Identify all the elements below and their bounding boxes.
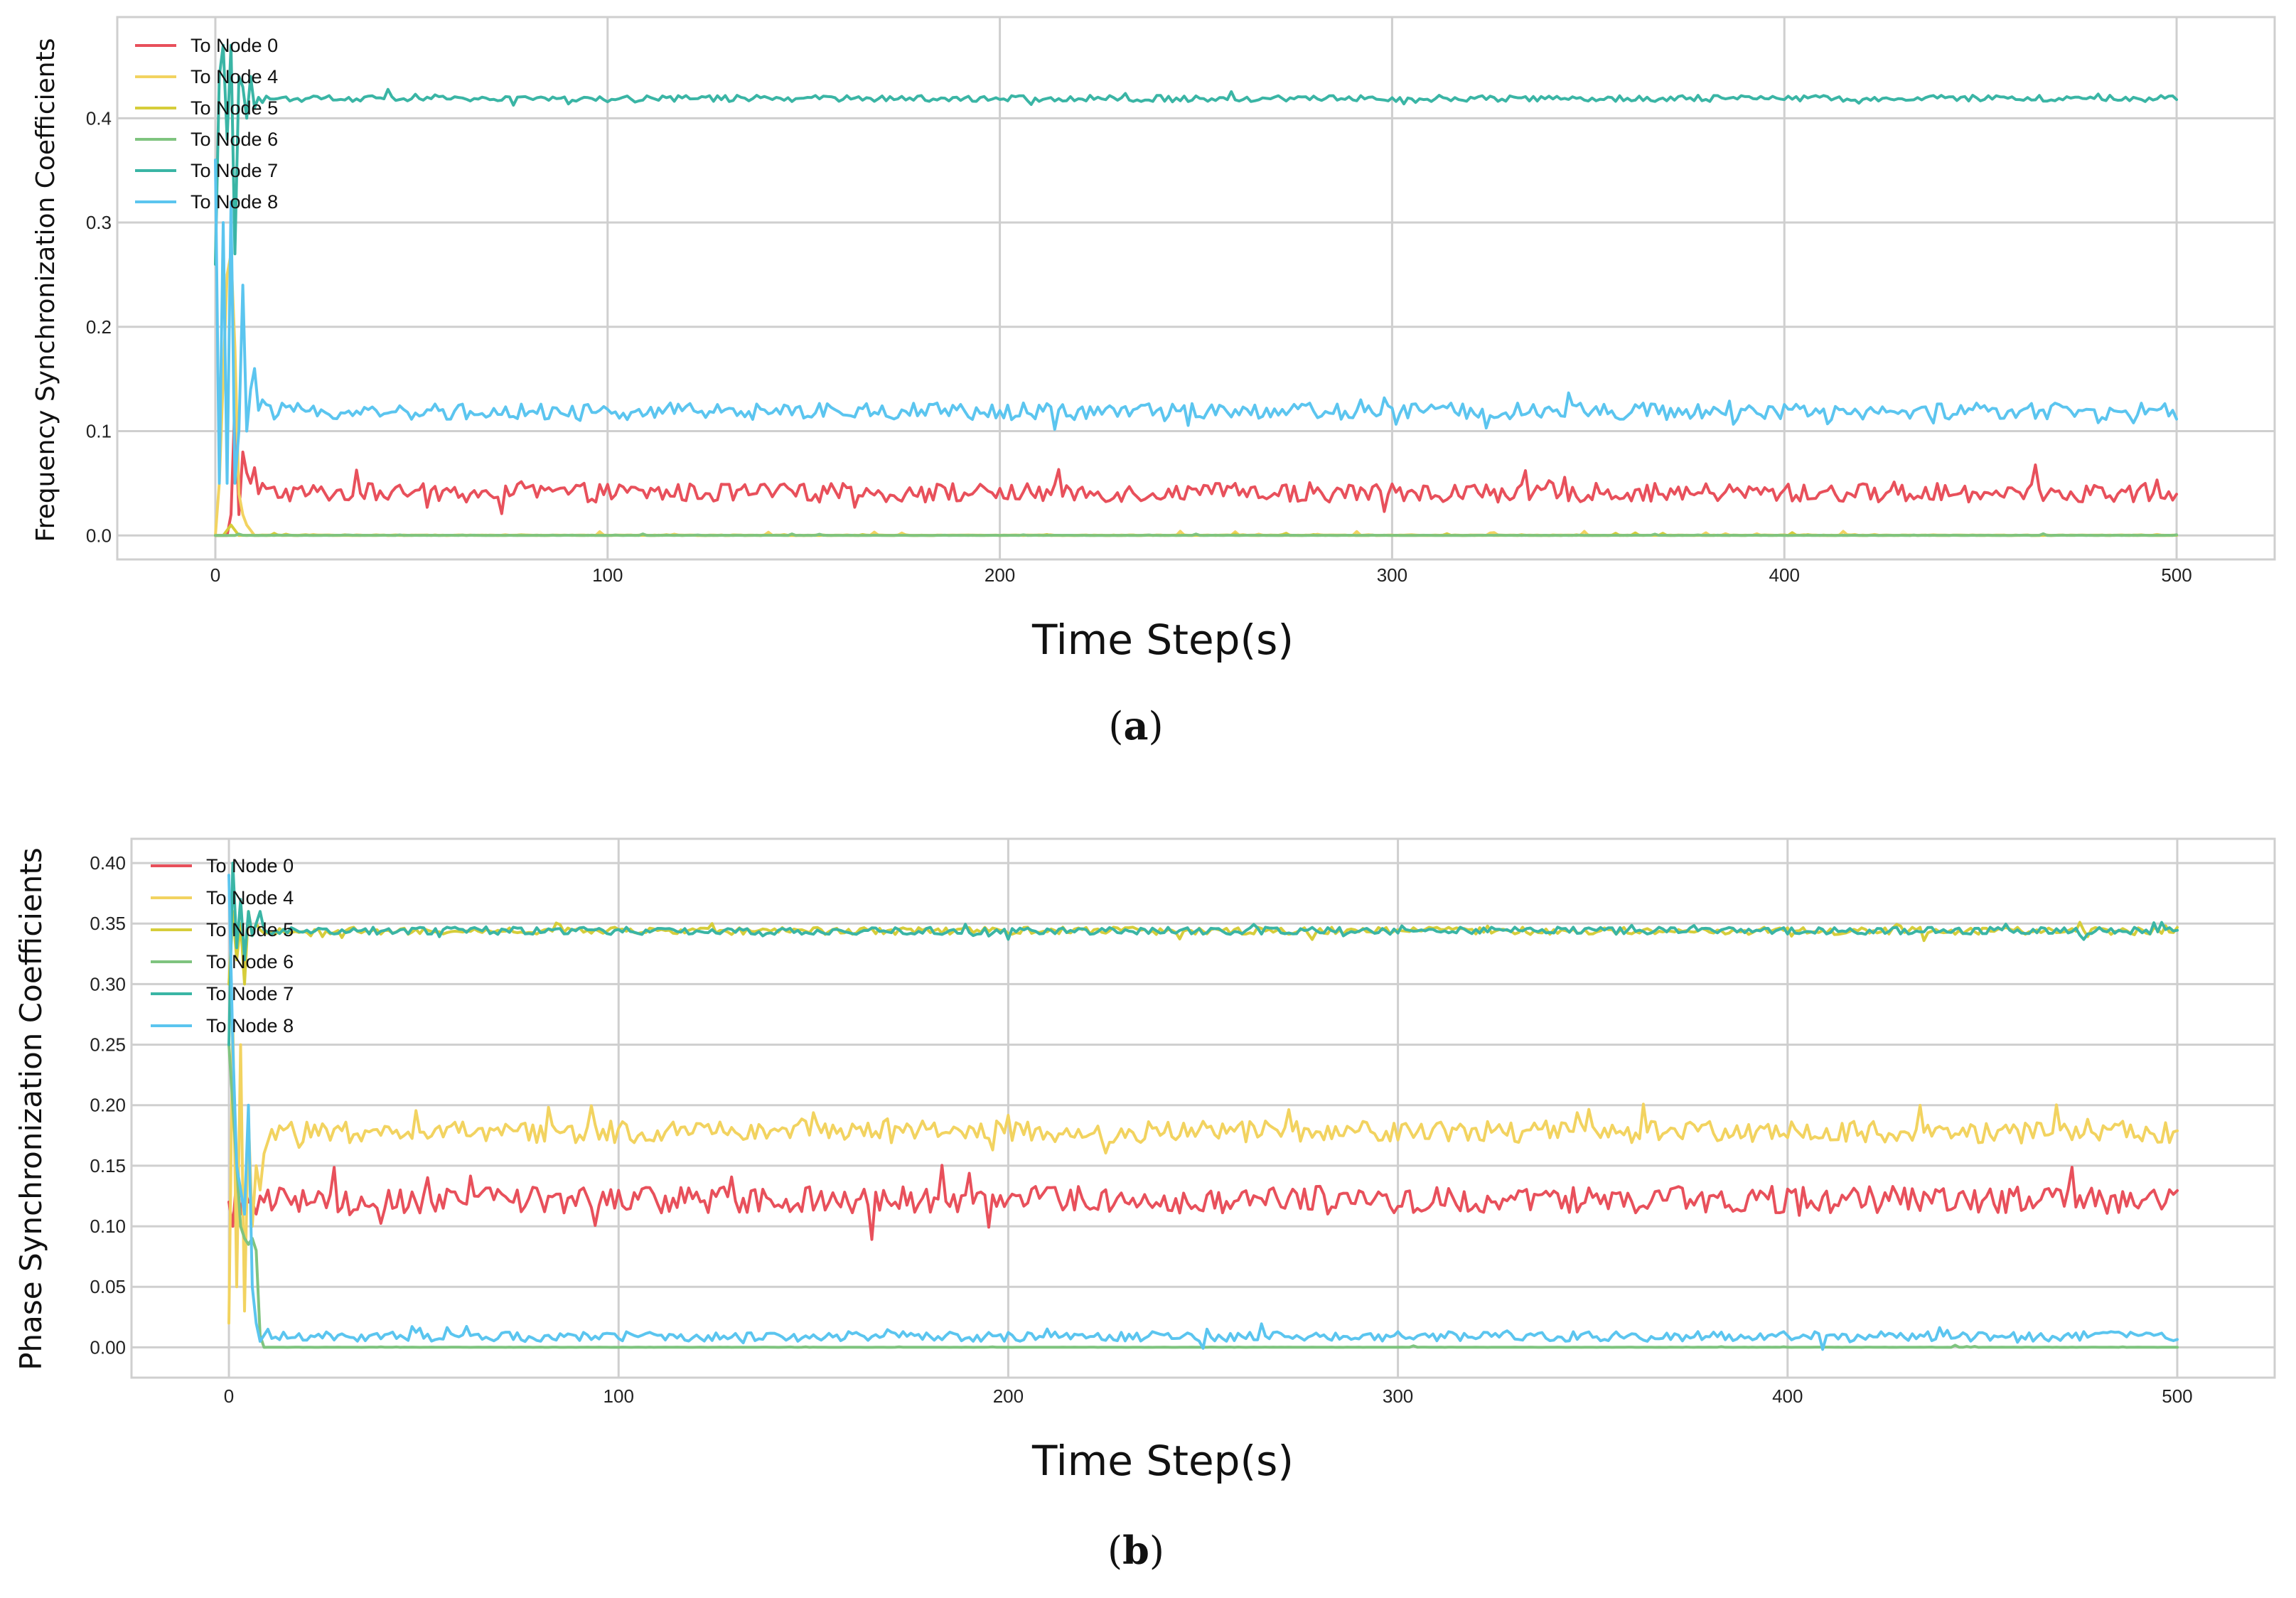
y-tick-label: 0.4 <box>86 107 112 129</box>
x-tick-label: 100 <box>603 1385 634 1407</box>
x-tick-label: 200 <box>985 564 1015 586</box>
series-line-to-node-4 <box>227 1019 2179 1325</box>
panel-caption: (b) <box>1107 1528 1164 1573</box>
y-tick-label: 0.10 <box>90 1216 126 1237</box>
legend-label: To Node 0 <box>206 855 294 876</box>
plot-frame <box>130 837 2276 1379</box>
legend-label: To Node 8 <box>206 1015 294 1036</box>
series-lines <box>227 862 2179 1351</box>
y-tick-label: 0.0 <box>86 525 112 546</box>
x-axis-label: Time Step(s) <box>1031 1437 1294 1485</box>
x-tick-label: 500 <box>2161 564 2192 586</box>
legend-label: To Node 4 <box>206 887 294 908</box>
legend-label: To Node 5 <box>191 97 278 119</box>
y-axis-label: Frequency Synchronization Coefficients <box>31 38 60 542</box>
y-tick-label: 0.3 <box>86 212 112 233</box>
x-axis-label: Time Step(s) <box>1031 616 1294 664</box>
plot-frame <box>116 16 2276 561</box>
x-tick-label: 300 <box>1377 564 1407 586</box>
legend-label: To Node 7 <box>191 160 278 181</box>
y-tick-label: 0.25 <box>90 1034 126 1056</box>
x-tick-label: 0 <box>224 1385 234 1407</box>
x-tick-label: 200 <box>993 1385 1024 1407</box>
legend: To Node 0 To Node 4 To Node 5 To Node 6 To N… <box>135 35 278 213</box>
chart-panel-a: 0 100 200 300 400 500 0.0 0.1 0.2 0.3 0.4 To Node … <box>31 16 2276 749</box>
y-tick-label: 0.35 <box>90 913 126 934</box>
series-line-to-node-7 <box>214 43 2178 266</box>
x-tick-label: 0 <box>210 564 220 586</box>
y-tick-label: 0.1 <box>86 421 112 442</box>
series-line-to-node-8 <box>227 874 2179 1351</box>
x-tick-label: 500 <box>2162 1385 2192 1407</box>
legend-label: To Node 6 <box>206 951 294 972</box>
series-line-to-node-7 <box>227 862 2179 1046</box>
legend-label: To Node 5 <box>206 919 294 940</box>
chart-panel-b: 0 100 200 300 400 500 0.00 0.05 0.10 0.15 0.20 0.25… <box>14 837 2276 1573</box>
x-tick-label: 400 <box>1769 564 1800 586</box>
x-tick-label: 400 <box>1772 1385 1803 1407</box>
legend-label: To Node 8 <box>191 191 278 213</box>
grid-lines <box>132 839 2275 1378</box>
panel-caption: (a) <box>1108 703 1163 749</box>
series-line-to-node-0 <box>227 1164 2179 1241</box>
legend-label: To Node 0 <box>191 35 278 56</box>
series-line-to-node-6 <box>214 532 2178 537</box>
legend: To Node 0 To Node 4 To Node 5 To Node 6 To N… <box>151 855 294 1036</box>
y-tick-label: 0.20 <box>90 1095 126 1116</box>
tick-labels: 0 100 200 300 400 500 0.00 0.05 0.10 0.15 0.20 0.25… <box>90 852 2192 1407</box>
y-tick-label: 0.15 <box>90 1155 126 1176</box>
y-tick-label: 0.40 <box>90 852 126 874</box>
y-tick-label: 0.2 <box>86 316 112 338</box>
y-tick-label: 0.00 <box>90 1336 126 1358</box>
y-tick-label: 0.05 <box>90 1276 126 1297</box>
legend-label: To Node 4 <box>191 66 278 87</box>
y-tick-label: 0.30 <box>90 973 126 994</box>
legend-label: To Node 6 <box>191 129 278 150</box>
series-line-to-node-5 <box>227 910 2179 986</box>
x-tick-label: 100 <box>592 564 623 586</box>
series-line-to-node-0 <box>214 398 2178 537</box>
grid-lines <box>117 17 2275 559</box>
series-line-to-node-8 <box>214 159 2178 485</box>
y-axis-label: Phase Synchronization Coefficients <box>14 847 48 1371</box>
x-tick-label: 300 <box>1383 1385 1413 1407</box>
tick-labels: 0 100 200 300 400 500 0.0 0.1 0.2 0.3 0.4 <box>86 107 2192 586</box>
series-lines <box>214 43 2178 537</box>
legend-label: To Node 7 <box>206 983 294 1004</box>
